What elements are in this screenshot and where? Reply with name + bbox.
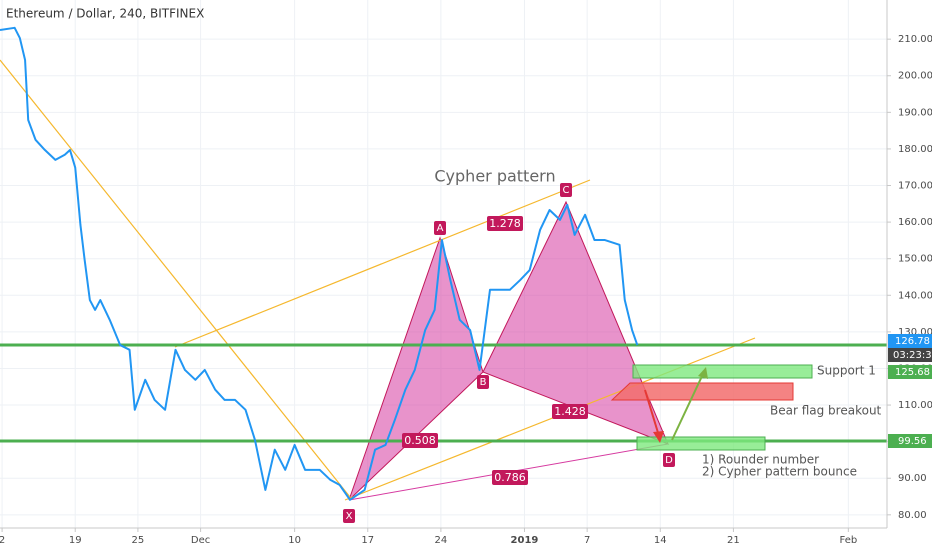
y-tick-label: 90.00 [898,473,927,484]
price-line [0,26,639,501]
x-tick-label: 7 [584,535,590,546]
support-box [632,364,813,379]
green-arrow [671,373,704,441]
x-tick-label: 17 [361,535,374,546]
y-tick-label: 140.00 [898,290,932,301]
x-tick-label: Feb [839,535,857,546]
point-badge [434,221,446,235]
arrow-head [653,431,664,443]
y-tick-label: 80.00 [898,510,927,521]
x-tick-label: 25 [132,535,145,546]
point-label: C [563,185,570,196]
ratio-badge [552,404,588,419]
annotation: 2) Cypher pattern bounce [702,465,857,479]
price-badge [888,365,932,379]
x-tick-label: Dec [191,535,210,546]
target-box [636,436,766,451]
red-arrow [644,389,660,437]
ratio-label: 0.508 [404,434,436,447]
y-tick-label: 210.00 [898,34,932,45]
pattern-title: Cypher pattern [434,167,555,186]
x-tick-label: 2019 [511,535,539,546]
point-label: D [665,455,673,466]
y-tick-label: 180.00 [898,144,932,155]
ratio-badge [492,470,528,485]
price-label: 126.78 [895,336,930,347]
arrow-head [698,367,708,379]
ratio-label: 1.278 [489,217,521,230]
ratio-label: 1.428 [554,405,586,418]
countdown-label: 03:23:35 [893,350,932,361]
y-tick-label: 190.00 [898,107,932,118]
plot [0,26,639,501]
ratio-label: 0.786 [494,471,526,484]
x-tick-label: 19 [69,535,82,546]
point-label: B [480,377,487,388]
y-tick-label: 110.00 [898,400,932,411]
trend-line [0,59,351,498]
price-axis [887,0,932,550]
y-tick-label: 130.00 [898,327,932,338]
x-tick-label: 21 [727,535,740,546]
y-tick-label: 170.00 [898,181,932,192]
x-tick-label: 14 [654,535,667,546]
ratio-badge [402,433,438,448]
price-badge [888,434,932,448]
annotation: 1) Rounder number [702,453,819,467]
point-badge [477,375,489,389]
x-tick-label: 10 [288,535,301,546]
x-tick-label: 2 [0,535,5,546]
y-tick-label: 200.00 [898,71,932,82]
chart-title: Ethereum / Dollar, 240, BITFINEX [6,7,204,21]
annotation: Support 1 [817,364,876,378]
annotation: Bear flag breakout [770,404,882,418]
point-label: X [346,511,353,522]
ratio-badge [487,216,523,231]
x-tick-label: 24 [435,535,448,546]
y-tick-label: 150.00 [898,254,932,265]
point-badge [560,183,572,197]
price-label: 99.56 [898,436,927,447]
trend-line [174,179,591,348]
price-badge [888,334,932,348]
bear-flag-box [610,382,794,401]
point-badge [343,509,355,523]
countdown-badge [888,348,932,362]
point-badge [663,453,675,467]
price-label: 125.68 [895,367,930,378]
y-tick-label: 160.00 [898,217,932,228]
point-label: A [437,223,444,234]
